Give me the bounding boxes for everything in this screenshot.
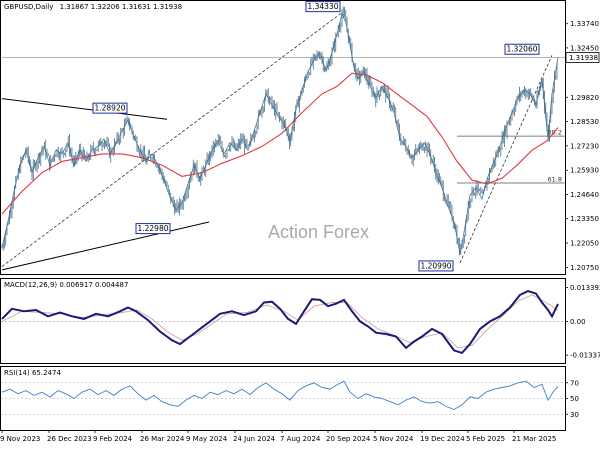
ohlc-text: 1.31867 1.32206 1.31631 1.31938 [60, 3, 182, 11]
price-annotation-box [305, 1, 341, 13]
rsi-y-tick-label: 70 [570, 379, 579, 387]
x-axis-tick-label: 20 Sep 2024 [326, 435, 371, 443]
price-annotation-label: 1.34330 [307, 2, 338, 11]
price-y-tick-label: 1.28530 [570, 118, 599, 126]
price-y-tick-label: 1.22050 [570, 240, 599, 248]
x-axis-tick-label: 9 Feb 2024 [93, 435, 133, 443]
price-annotation-box [92, 102, 128, 114]
x-axis-tick-label: 9 May 2024 [186, 435, 228, 443]
rsi-y-tick-label: 50 [570, 395, 579, 403]
trendline-dashed-recovery [459, 55, 553, 264]
x-axis-tick-label: 5 Feb 2025 [466, 435, 505, 443]
symbol-text: GBPUSD,Daily [4, 3, 53, 11]
price-annotation-label: 1.20990 [420, 261, 451, 270]
x-axis-tick-label: 19 Dec 2024 [420, 435, 465, 443]
current-price-tag [565, 52, 600, 63]
x-axis-tick-label: 21 Mar 2025 [512, 435, 556, 443]
watermark: Action Forex [268, 222, 369, 242]
price-y-tick-label: 1.32450 [570, 44, 599, 52]
trendline-lower [1, 221, 210, 271]
fib-level-label: 61.8 [548, 176, 562, 184]
price-y-tick-label: 1.29820 [570, 94, 599, 102]
fib-level-label: 38.2 [548, 129, 562, 137]
macd-y-tick-label: 0.013392 [570, 284, 600, 292]
price-y-tick-label: 1.20750 [570, 264, 599, 272]
price-annotation-label: 1.28920 [94, 104, 125, 113]
price-annotation-box [418, 260, 454, 272]
price-annotation-label: 1.22980 [137, 224, 168, 233]
price-annotation-label: 1.32060 [506, 45, 537, 54]
x-axis-tick-label: 7 Aug 2024 [280, 435, 321, 443]
macd-y-tick-label: -0.013378 [570, 352, 600, 360]
x-axis-tick-label: 9 Nov 2023 [0, 435, 40, 443]
x-axis-tick-label: 24 Jun 2024 [233, 435, 276, 443]
price-y-tick-label: 1.23350 [570, 215, 599, 223]
price-y-tick-label: 1.27230 [570, 142, 599, 150]
rsi-label: RSI(14) 65.2474 [4, 369, 61, 377]
current-price-tag-label: 1.31938 [569, 54, 598, 62]
macd-line [1, 290, 559, 355]
rsi-line [1, 380, 559, 410]
macd-y-tick-label: 0.00 [570, 318, 586, 326]
x-axis-tick-label: 5 Nov 2024 [373, 435, 414, 443]
moving-average-line [1, 72, 559, 215]
price-annotation-box [135, 223, 171, 235]
symbol-label: GBPUSD,Daily 1.31867 1.32206 1.31631 1.3… [4, 3, 182, 11]
macd-panel [0, 278, 566, 364]
price-y-tick-label: 1.25930 [570, 167, 599, 175]
macd-label: MACD(12,26,9) 0.006917 0.004487 [4, 281, 128, 289]
x-axis-tick-label: 26 Mar 2024 [140, 435, 185, 443]
x-axis-tick-label: 26 Dec 2023 [47, 435, 92, 443]
rsi-y-tick-label: 30 [570, 411, 579, 419]
trendline-dashed-rise [1, 12, 343, 267]
price-y-tick-label: 1.33740 [570, 20, 599, 28]
price-close-line [1, 11, 559, 254]
price-panel [0, 0, 566, 275]
price-annotation-box [504, 43, 540, 55]
price-y-tick-label: 1.24640 [570, 191, 599, 199]
trendline-upper [1, 98, 168, 120]
